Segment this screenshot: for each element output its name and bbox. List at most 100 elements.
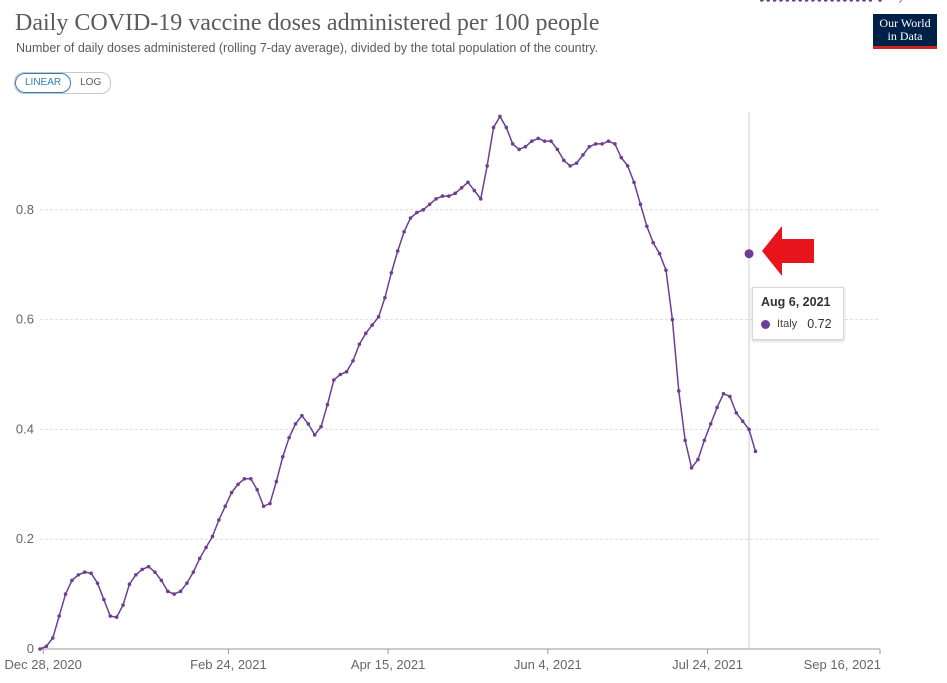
data-point xyxy=(587,144,592,149)
x-tick-label: Apr 15, 2021 xyxy=(351,657,425,672)
data-point xyxy=(217,518,221,522)
logo-line-2: in Data xyxy=(887,29,923,43)
data-point xyxy=(670,317,675,322)
data-point xyxy=(555,147,560,152)
axis-layer: 0 0.2 0.4 0.6 0.8 Dec 28, 2020 Feb 24, 2021 Apr… xyxy=(5,202,881,672)
y-tick-label: 0.6 xyxy=(16,312,34,327)
data-point xyxy=(878,0,882,2)
data-point xyxy=(159,578,164,583)
data-point xyxy=(223,504,228,509)
data-point xyxy=(293,422,298,426)
data-point xyxy=(114,615,119,619)
data-point xyxy=(197,556,202,561)
data-point xyxy=(549,139,553,143)
data-point xyxy=(274,479,279,484)
data-point xyxy=(855,0,860,2)
data-point xyxy=(300,413,304,418)
data-point xyxy=(421,208,426,212)
data-point xyxy=(447,194,451,198)
data-point xyxy=(530,139,534,143)
data-point xyxy=(498,114,502,119)
data-point xyxy=(593,142,598,146)
data-point xyxy=(236,482,240,487)
data-point xyxy=(606,139,611,143)
data-point xyxy=(485,164,489,168)
data-point xyxy=(165,589,170,594)
data-point xyxy=(204,545,208,550)
data-point xyxy=(108,614,113,618)
data-point xyxy=(791,0,796,2)
data-point xyxy=(459,186,464,190)
data-point xyxy=(370,323,374,327)
data-point xyxy=(849,0,854,2)
data-point xyxy=(683,438,687,443)
overlay-layer xyxy=(744,226,814,276)
data-point xyxy=(325,402,330,407)
tooltip-value: 0.72 xyxy=(807,317,832,331)
y-tick-label: 0.4 xyxy=(16,421,34,436)
data-point xyxy=(402,229,406,234)
data-point xyxy=(280,455,285,459)
data-point xyxy=(811,0,815,2)
data-point xyxy=(689,466,694,470)
tooltip-series-dot xyxy=(761,319,770,329)
data-point xyxy=(625,164,630,168)
data-point xyxy=(408,216,413,220)
data-point xyxy=(38,647,42,651)
data-point xyxy=(383,295,387,300)
data-point xyxy=(344,369,349,374)
data-point xyxy=(185,581,189,585)
data-point xyxy=(395,249,400,253)
data-point xyxy=(434,197,438,201)
data-point xyxy=(645,224,649,229)
data-point xyxy=(868,0,873,2)
data-point xyxy=(287,435,291,440)
data-point xyxy=(798,0,802,2)
data-point xyxy=(574,161,579,165)
data-point xyxy=(338,372,343,377)
data-point xyxy=(466,180,470,185)
data-point xyxy=(70,578,74,583)
data-point xyxy=(836,0,841,2)
data-point xyxy=(478,197,483,201)
data-point xyxy=(817,0,822,2)
data-point xyxy=(568,164,572,168)
owid-logo[interactable]: Our World in Data xyxy=(873,14,937,49)
data-point xyxy=(542,139,547,143)
data-point xyxy=(740,419,745,423)
data-point xyxy=(332,378,336,382)
data-point xyxy=(172,592,176,596)
linear-scale-button[interactable]: LINEAR xyxy=(15,73,72,93)
data-point xyxy=(721,391,726,396)
data-point xyxy=(843,0,847,2)
data-point xyxy=(504,125,509,130)
data-point xyxy=(517,147,521,152)
data-point xyxy=(708,422,713,426)
data-point xyxy=(44,644,49,649)
data-point xyxy=(268,501,272,506)
data-point xyxy=(734,411,739,415)
x-tick-label: Dec 28, 2020 xyxy=(5,657,82,672)
series-line-italy xyxy=(39,114,757,650)
data-point xyxy=(95,581,100,585)
data-point xyxy=(121,603,125,607)
annotation-arrow xyxy=(762,226,814,276)
data-point xyxy=(153,570,157,574)
data-point xyxy=(510,142,515,146)
data-point xyxy=(191,570,196,574)
data-point xyxy=(242,477,247,481)
data-point xyxy=(785,0,790,2)
data-point xyxy=(562,158,566,163)
data-point xyxy=(440,194,445,198)
y-tick-label: 0 xyxy=(27,641,34,656)
data-point xyxy=(613,142,617,146)
data-point xyxy=(82,570,87,574)
data-point xyxy=(619,155,624,160)
highlight-point xyxy=(744,249,754,259)
x-tick-label: Sep 16, 2021 xyxy=(804,657,881,672)
log-scale-button[interactable]: LOG xyxy=(80,77,102,88)
data-point xyxy=(319,424,323,429)
y-tick-label: 0.8 xyxy=(16,202,34,217)
x-tick-label: Feb 24, 2021 xyxy=(190,657,267,672)
